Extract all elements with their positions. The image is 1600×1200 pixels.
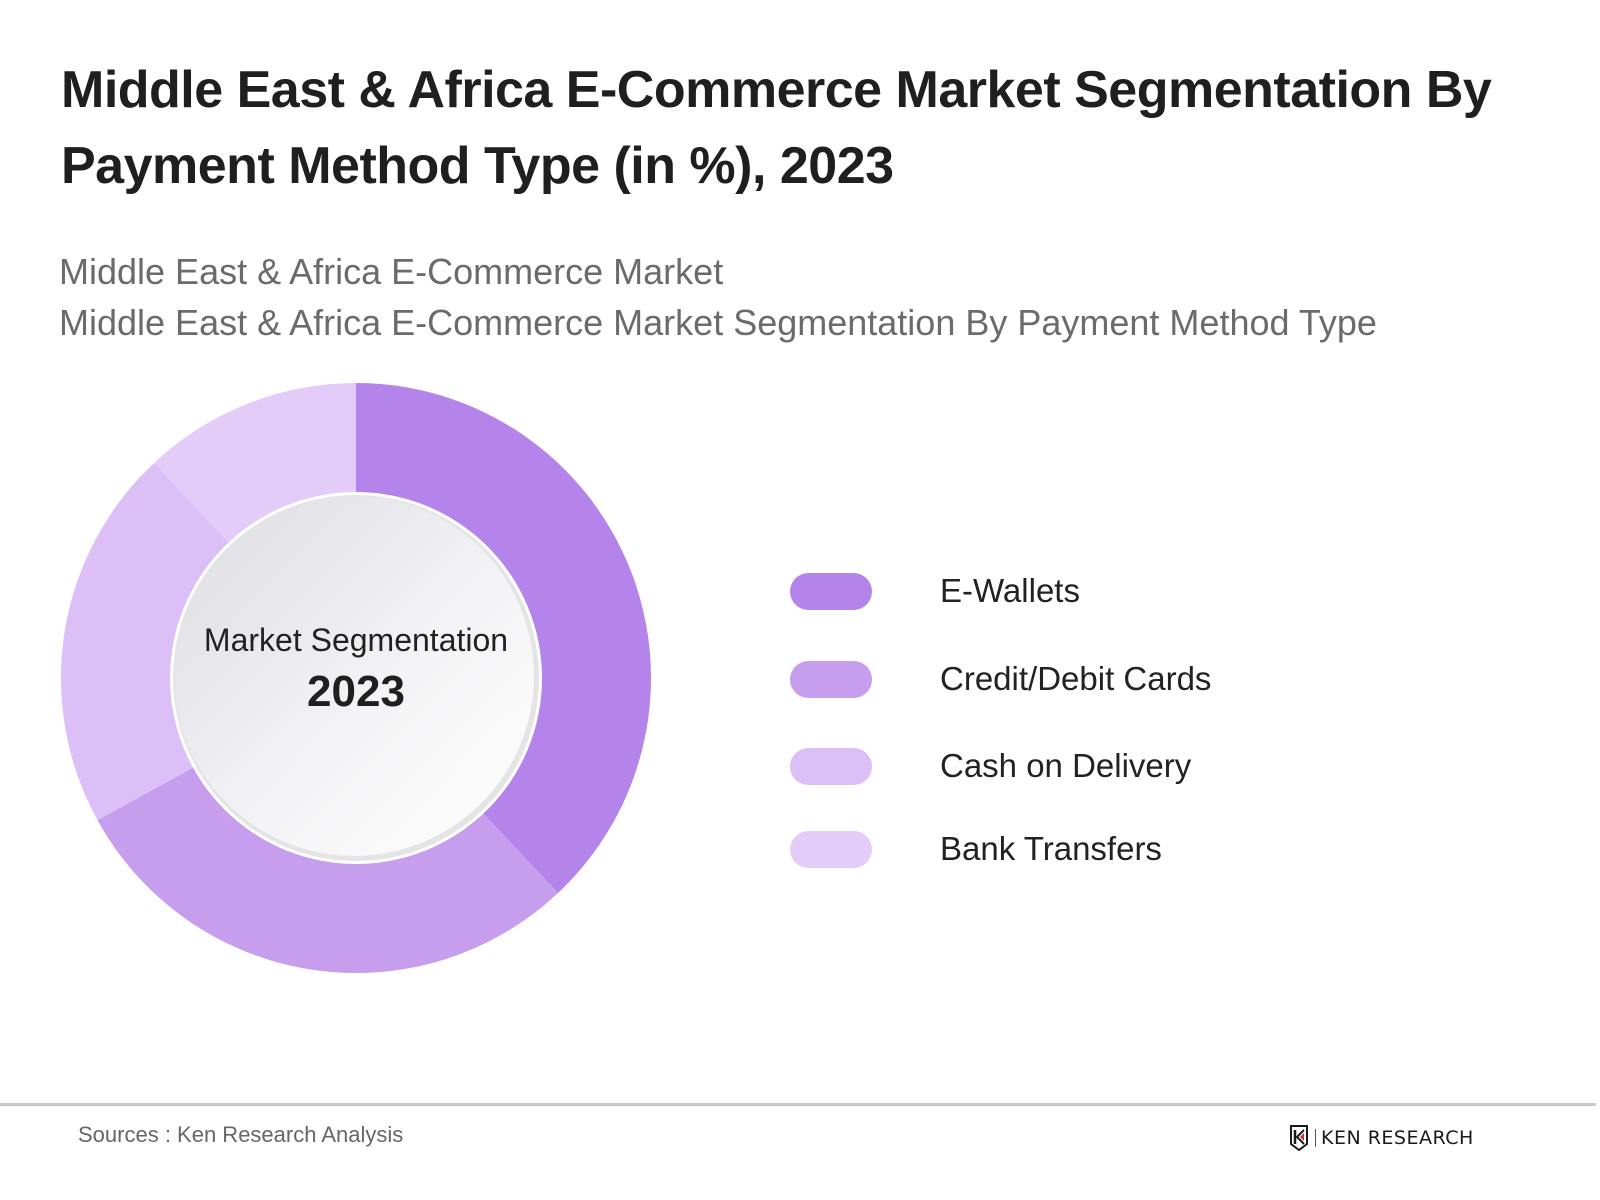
donut-chart: Market Segmentation 2023 (61, 383, 651, 973)
legend-label: E-Wallets (940, 572, 1080, 609)
center-label: Market Segmentation 2023 (61, 383, 651, 973)
subtitle-line-1: Middle East & Africa E-Commerce Market (59, 251, 724, 292)
legend-swatch (790, 830, 872, 868)
ken-research-logo: KEN RESEARCH (1289, 1125, 1474, 1151)
chart-title-line-2: Payment Method Type (in %), 2023 (61, 137, 894, 195)
legend-item-cash-on-delivery[interactable]: Cash on Delivery (790, 747, 1191, 785)
center-title: Market Segmentation (203, 621, 509, 658)
sources-note: Sources : Ken Research Analysis (78, 1122, 404, 1147)
chart-title-line-1: Middle East & Africa E-Commerce Market S… (61, 61, 1492, 119)
legend-item-bank-transfers[interactable]: Bank Transfers (790, 830, 1162, 868)
logo-text: KEN RESEARCH (1315, 1129, 1474, 1148)
legend-item-credit-debit-cards[interactable]: Credit/Debit Cards (790, 660, 1211, 698)
legend-label: Bank Transfers (940, 830, 1162, 867)
legend-item-e-wallets[interactable]: E-Wallets (790, 572, 1080, 610)
center-disc (174, 496, 534, 856)
donut-svg (61, 383, 651, 973)
legend-swatch (790, 660, 872, 698)
legend-swatch (790, 747, 872, 785)
footer-divider (0, 1103, 1596, 1106)
subtitle-line-2: Middle East & Africa E-Commerce Market S… (59, 302, 1377, 343)
legend-label: Credit/Debit Cards (940, 660, 1212, 697)
chart-title: Middle East & Africa E-Commerce Market S… (61, 52, 1561, 204)
legend-label: Cash on Delivery (940, 747, 1192, 784)
center-year: 2023 (307, 666, 405, 716)
chart-subtitle: Middle East & Africa E-Commerce Market M… (59, 246, 1559, 348)
legend-swatch (790, 572, 872, 610)
ken-shield-icon (1290, 1125, 1308, 1151)
